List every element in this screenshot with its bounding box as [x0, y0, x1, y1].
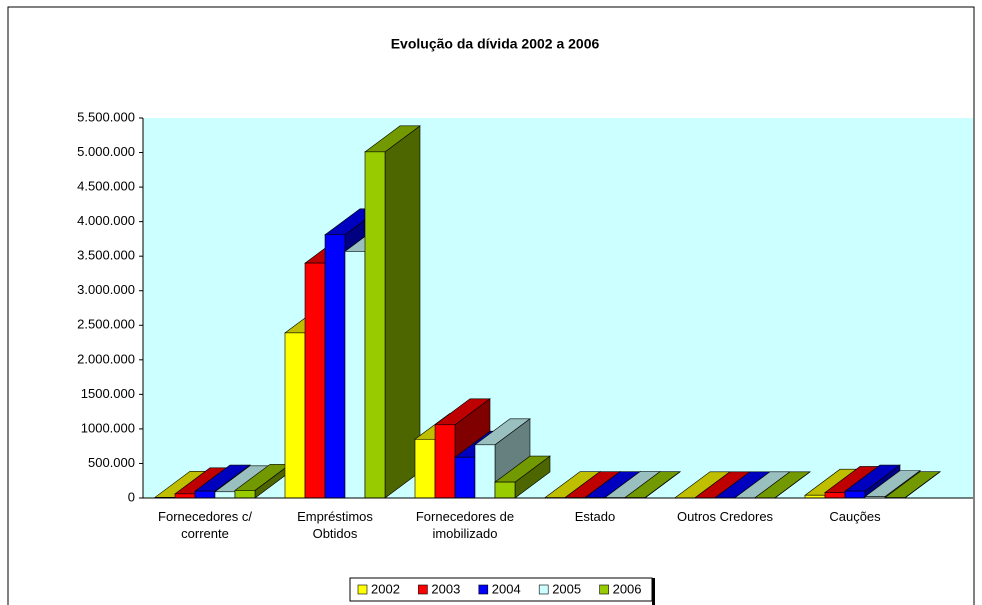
bar-front	[364, 151, 386, 499]
chart-title: Evolução da dívida 2002 a 2006	[391, 36, 600, 52]
y-tick-label: 3.500.000	[77, 248, 135, 263]
legend-swatch	[357, 584, 368, 595]
y-tick-label: 5.500.000	[77, 109, 135, 124]
bar-front	[844, 490, 866, 499]
bar-front	[234, 490, 256, 499]
bar-front	[214, 491, 236, 499]
bar-front	[474, 444, 496, 499]
y-tick-label: 5.000.000	[77, 144, 135, 159]
plot-wall	[143, 118, 973, 498]
legend-swatch	[538, 584, 549, 595]
bar-front	[454, 456, 476, 499]
bar-front	[304, 262, 326, 499]
y-tick-label: 4.000.000	[77, 213, 135, 228]
y-tick-label: 1000.000	[81, 420, 135, 435]
bar-front	[434, 424, 456, 499]
y-tick-label: 0	[128, 489, 135, 504]
x-tick-label: Cauções	[829, 509, 881, 524]
bar-front	[414, 438, 436, 499]
x-tick-label: Empréstimos Obtidos	[297, 509, 373, 541]
y-tick-label: 500.000	[88, 455, 135, 470]
y-tick-label: 2.000.000	[77, 351, 135, 366]
legend-label: 2005	[552, 581, 581, 596]
x-tick-label: Outros Credores	[676, 509, 774, 524]
legend-edge	[652, 578, 655, 605]
bar-front	[494, 481, 516, 499]
y-tick-label: 3.000.000	[77, 282, 135, 297]
bar-front	[324, 234, 346, 499]
legend-label: 2002	[371, 581, 400, 596]
chart-frame	[7, 6, 975, 605]
x-tick-label: Fornecedores de imobilizado	[415, 509, 515, 541]
bar-front	[284, 332, 306, 499]
y-tick-label: 1500.000	[81, 386, 135, 401]
y-tick-label: 4.500.000	[77, 179, 135, 194]
legend-label: 2003	[431, 581, 460, 596]
legend-label: 2006	[613, 581, 642, 596]
bar-front	[194, 490, 216, 499]
bar	[364, 125, 421, 499]
bar-front	[174, 493, 196, 499]
legend-label: 2004	[492, 581, 521, 596]
legend-swatch	[418, 584, 428, 595]
x-tick-label: Estado	[574, 509, 616, 524]
legend-swatch	[599, 584, 609, 595]
y-tick-label: 2.500.000	[77, 317, 135, 332]
legend-swatch	[478, 584, 489, 595]
bar	[234, 463, 291, 499]
bar-front	[344, 251, 366, 499]
bar-front	[824, 492, 846, 499]
x-tick-label: Fornecedores c/ corrente	[158, 509, 252, 541]
